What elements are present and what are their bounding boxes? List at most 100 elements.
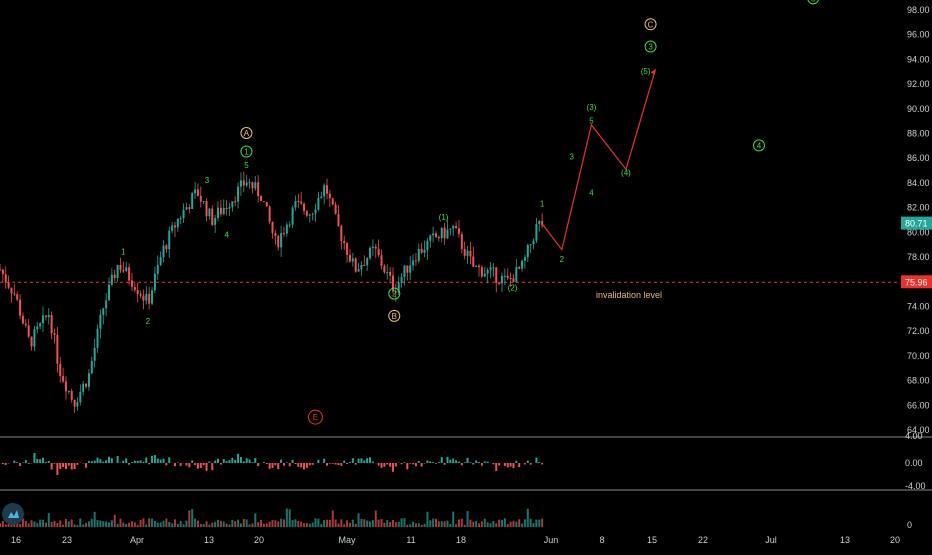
oscillator-bar [541, 463, 543, 464]
oscillator-bar [303, 463, 305, 469]
volume-bar [315, 518, 317, 527]
candle-body [59, 364, 61, 376]
candle-body [10, 288, 12, 294]
oscillator-bar [441, 457, 443, 463]
oscillator-bar [415, 463, 417, 466]
candle-body [472, 256, 474, 266]
price-tick-label: 94.00 [907, 54, 930, 64]
volume-bar [441, 521, 443, 527]
candle-body [401, 277, 403, 283]
candle-body [131, 280, 133, 286]
candle-body [300, 202, 302, 204]
candle-body [469, 251, 471, 257]
volume-bar [392, 520, 394, 527]
candle-body [315, 210, 317, 214]
volume-bar [214, 522, 216, 527]
volume-bar [62, 525, 64, 527]
candle-body [188, 207, 190, 209]
candle-body [119, 265, 121, 270]
candle-body [0, 269, 1, 270]
volume-bar [280, 519, 282, 527]
oscillator-bar [412, 463, 414, 464]
price-tick-label: 72.00 [907, 326, 930, 336]
oscillator-bar [257, 463, 259, 466]
candle-body [429, 235, 431, 240]
oscillator-bar [62, 463, 64, 467]
oscillator-bar [208, 461, 210, 463]
price-tick-label: 98.00 [907, 5, 930, 15]
volume-bar [114, 515, 116, 527]
oscillator-bar [366, 458, 368, 463]
candle-body [289, 225, 291, 226]
oscillator-bar [249, 460, 251, 463]
wave-label: A [244, 129, 250, 138]
volume-bar [484, 519, 486, 527]
candle-body [337, 214, 339, 226]
wave-label: E [313, 413, 318, 422]
candle-body [269, 206, 271, 221]
oscillator-bar [524, 463, 526, 464]
oscillator-bar [395, 463, 397, 467]
candle-body [343, 241, 345, 243]
volume-bar [510, 522, 512, 527]
volume-bar [2, 521, 4, 527]
oscillator-bar [102, 462, 104, 463]
oscillator-bar [237, 454, 239, 463]
volume-bar [108, 522, 110, 527]
volume-bar [309, 524, 311, 527]
oscillator-bar [340, 463, 342, 466]
oscillator-bar [91, 461, 93, 463]
volume-bar [160, 522, 162, 527]
oscillator-bar [352, 458, 354, 463]
candlestick-series [0, 171, 543, 412]
oscillator-bar [435, 463, 437, 464]
candle-body [455, 226, 457, 228]
volume-bar [464, 525, 466, 527]
price-tick-label: 90.00 [907, 104, 930, 114]
volume-bar [337, 524, 339, 527]
oscillator-bar [372, 461, 374, 463]
oscillator-bar [269, 463, 271, 469]
volume-bar [398, 522, 400, 527]
candle-body [266, 202, 268, 206]
oscillator-bar [452, 459, 454, 463]
price-tick-label: 74.00 [907, 301, 930, 311]
candle-body [355, 258, 357, 271]
candle-body [220, 208, 222, 214]
candle-body [484, 274, 486, 277]
candle-body [19, 300, 21, 316]
candle-body [530, 244, 532, 245]
volume-bar [297, 521, 299, 527]
oscillator-bar [274, 463, 276, 465]
oscillator-bar [131, 462, 133, 463]
oscillator-bar [33, 453, 35, 463]
pane-separators [0, 437, 932, 490]
oscillator-bar [464, 462, 466, 463]
candle-body [151, 290, 153, 303]
volume-bar [36, 523, 38, 527]
candle-body [435, 233, 437, 237]
oscillator-bar [168, 457, 170, 463]
tradingview-logo-icon[interactable] [2, 503, 24, 525]
time-tick-label: May [338, 535, 356, 545]
candle-body [48, 315, 50, 317]
candle-body [168, 231, 170, 249]
candle-body [263, 201, 265, 202]
oscillator-bar [378, 463, 380, 466]
candle-body [31, 337, 33, 347]
candle-body [306, 211, 308, 216]
volume-bar [185, 521, 187, 527]
volume-bar [200, 524, 202, 527]
volume-bar [527, 509, 529, 527]
volume-bar [223, 522, 225, 527]
oscillator-bar [39, 459, 41, 463]
candle-body [223, 208, 225, 214]
volume-bar [42, 520, 44, 527]
volume-bar [33, 522, 35, 527]
wave-label: 4 [757, 141, 762, 150]
volume-bar [39, 520, 41, 527]
candle-body [249, 182, 251, 183]
